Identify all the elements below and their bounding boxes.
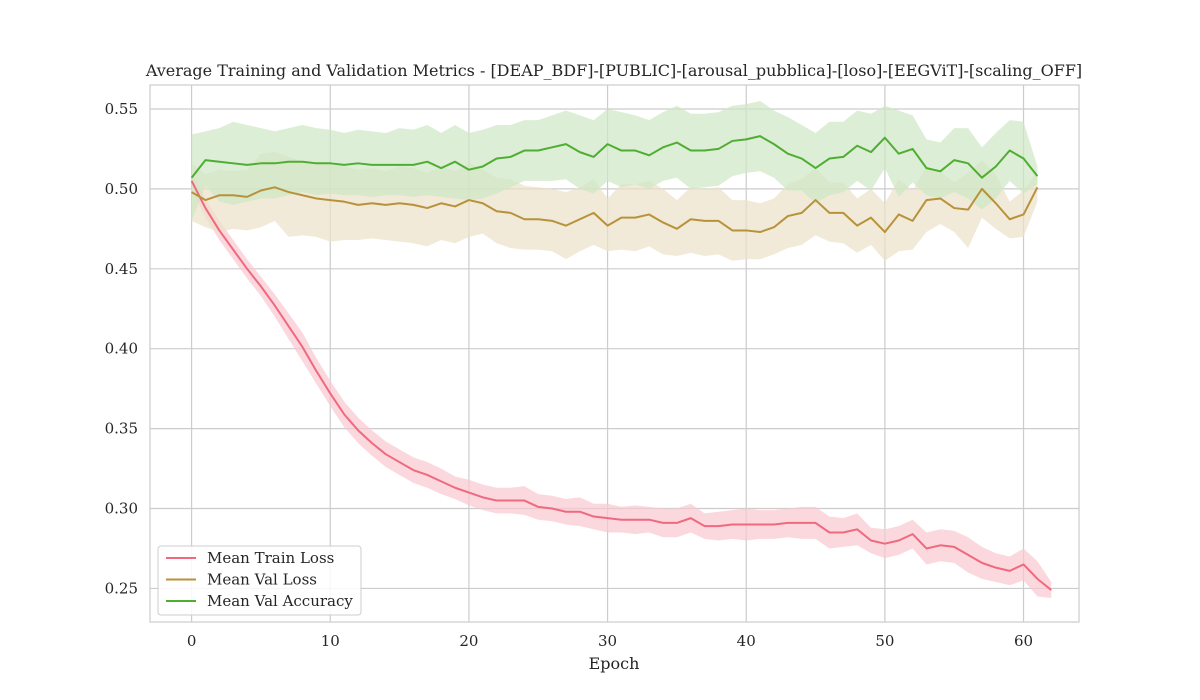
y-tick-label: 0.55 [105, 100, 138, 118]
y-tick-label: 0.50 [105, 180, 138, 198]
y-tick-labels: 0.25 0.30 0.35 0.40 0.45 0.50 0.55 [105, 100, 138, 597]
y-tick-label: 0.25 [105, 579, 138, 597]
y-tick-label: 0.35 [105, 420, 138, 438]
legend: Mean Train Loss Mean Val Loss Mean Val Acc… [157, 545, 362, 616]
x-axis-label: Epoch [589, 654, 640, 673]
x-tick-label: 40 [737, 632, 756, 650]
y-tick-label: 0.45 [105, 260, 138, 278]
x-tick-labels: 0 10 20 30 40 50 60 [187, 632, 1033, 650]
legend-label-1: Mean Val Loss [207, 571, 317, 589]
x-tick-label: 20 [459, 632, 478, 650]
x-tick-label: 30 [598, 632, 617, 650]
series-line-1 [191, 186, 1039, 234]
x-tick-label: 0 [187, 632, 197, 650]
series-line-2 [190, 135, 1039, 179]
x-tick-label: 50 [875, 632, 894, 650]
plot-frame [149, 84, 1080, 623]
series-band-0 [191, 172, 1052, 599]
chart-title: Average Training and Validation Metrics … [145, 61, 1082, 80]
confidence-bands [191, 100, 1052, 599]
y-tick-label: 0.30 [105, 500, 138, 518]
legend-box [157, 545, 362, 616]
series-line-0 [190, 180, 1052, 591]
x-tick-label: 60 [1014, 632, 1033, 650]
legend-label-0: Mean Train Loss [207, 549, 334, 567]
y-tick-label: 0.40 [105, 340, 138, 358]
x-tick-label: 10 [321, 632, 340, 650]
legend-label-2: Mean Val Accuracy [207, 592, 353, 610]
series-lines [190, 135, 1052, 591]
series-band-2 [191, 100, 1038, 221]
